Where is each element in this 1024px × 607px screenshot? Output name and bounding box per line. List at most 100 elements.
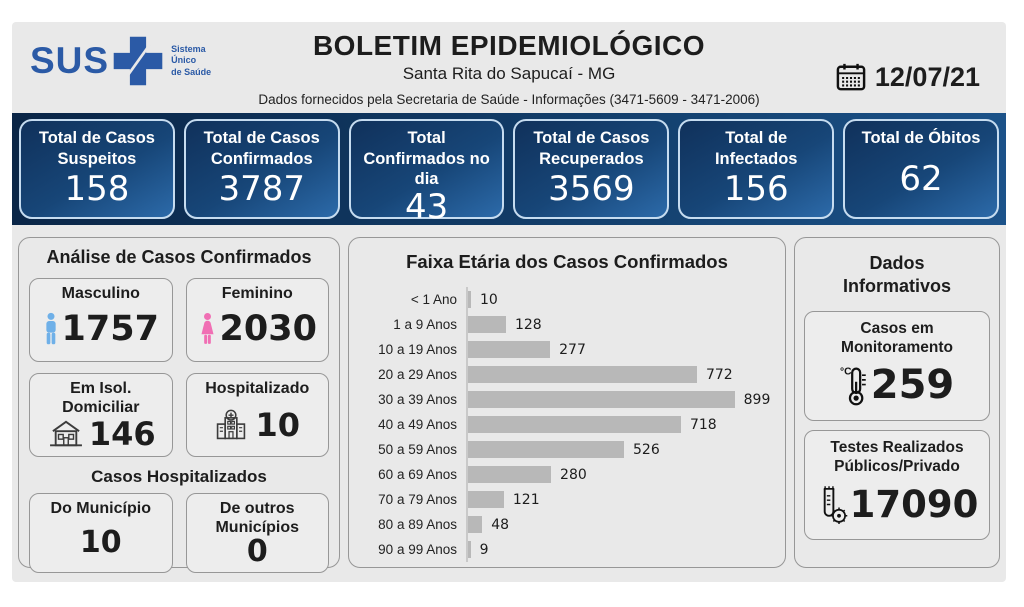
- house-icon: [46, 419, 86, 449]
- summary-strip: Total de Casos Suspeitos 158 Total de Caso…: [12, 113, 1006, 225]
- chart-bar: [468, 316, 506, 334]
- sus-cross-icon: [111, 34, 165, 88]
- content-row: Análise de Casos Confirmados Masculino: [12, 225, 1006, 573]
- chart-value-label: 121: [512, 491, 540, 508]
- chart-bar: [468, 391, 735, 409]
- chart-row: 30 a 39 Anos 899: [363, 387, 771, 413]
- from-municipality-card: Do Município 10: [29, 492, 173, 573]
- sus-logo-caption: Sistema Único de Saúde: [171, 44, 212, 77]
- summary-card: Total de Casos Suspeitos 158: [19, 119, 175, 219]
- analysis-panel: Análise de Casos Confirmados Masculino: [18, 237, 340, 573]
- chart-bar-track: 121: [466, 487, 771, 513]
- chart-bar: [468, 516, 483, 534]
- header-center: BOLETIM EPIDEMIOLÓGICO Santa Rita do Sap…: [179, 29, 839, 107]
- chart-category-label: 20 a 29 Anos: [378, 367, 457, 383]
- chart-bar-track: 277: [466, 337, 771, 363]
- female-cases-value: 2030: [219, 309, 317, 350]
- monitoring-card: Casos em Monitoramento °C 259: [804, 311, 990, 421]
- chart-bar-track: 128: [466, 312, 771, 338]
- chart-bar-track: 9: [466, 537, 771, 563]
- home-isolation-label: Em Isol. Domiciliar: [62, 379, 140, 416]
- analysis-grid: Masculino 1757: [29, 277, 329, 457]
- report-date-value: 12/07/21: [874, 62, 980, 92]
- summary-card-label: Total de Casos Recuperados: [533, 129, 650, 168]
- header: SUS Sistema Único de Saúde BOLETIM EPIDE…: [12, 22, 1006, 113]
- summary-card: Total de Casos Recuperados 3569: [513, 119, 670, 219]
- male-cases-label: Masculino: [61, 284, 140, 302]
- chart-category-label: 40 a 49 Anos: [378, 417, 457, 433]
- chart-row: 80 a 89 Anos 48: [363, 512, 771, 538]
- summary-card-value: 158: [64, 169, 130, 210]
- from-municipality-label: Do Município: [50, 499, 151, 517]
- hospitalized-label: Hospitalizado: [205, 379, 310, 397]
- summary-card-value: 43: [404, 186, 449, 227]
- info-panel: Dados Informativos Casos em Monitorament…: [794, 237, 1000, 568]
- chart-bar-track: 48: [466, 512, 771, 538]
- summary-card-label: Total Confirmados no dia: [363, 129, 490, 189]
- female-cases-label: Feminino: [221, 284, 293, 302]
- chart-bar-track: 718: [466, 412, 771, 438]
- bulletin-sheet: SUS Sistema Único de Saúde BOLETIM EPIDE…: [12, 22, 1006, 582]
- from-municipality-value: 10: [79, 524, 122, 560]
- summary-card: Total de Casos Confirmados 3787: [183, 119, 340, 219]
- summary-card-label: Total de Casos Suspeitos: [38, 129, 155, 168]
- chart-row: < 1 Ano 10: [363, 287, 771, 313]
- hospitalized-grid: Do Município 10 De outros Municípios 0: [29, 492, 329, 573]
- male-cases-value: 1757: [61, 309, 159, 350]
- calendar-icon: [836, 63, 866, 92]
- summary-card-value: 3569: [548, 169, 635, 210]
- hospitalized-card: Hospitalizado: [185, 372, 329, 457]
- chart-bar: [468, 491, 504, 509]
- hospitalized-cases-title: Casos Hospitalizados: [91, 466, 267, 486]
- summary-card-value: 62: [899, 158, 943, 199]
- chart-bar-track: 772: [466, 362, 771, 388]
- info-panel-title: Dados Informativos: [842, 253, 952, 296]
- chart-category-label: 80 a 89 Anos: [378, 517, 457, 533]
- male-icon: [43, 312, 59, 347]
- female-icon: [198, 312, 217, 347]
- summary-card-value: 3787: [218, 169, 305, 210]
- home-isolation-value: 146: [88, 415, 156, 454]
- chart-bar: [468, 291, 471, 309]
- summary-card-label: Total de Infectados: [714, 129, 798, 168]
- chart-bar: [468, 416, 681, 434]
- chart-value-label: 280: [560, 466, 587, 483]
- chart-value-label: 899: [743, 391, 771, 408]
- chart-value-label: 10: [479, 291, 498, 308]
- chart-category-label: 70 a 79 Anos: [378, 492, 457, 508]
- monitoring-value: 259: [870, 362, 955, 409]
- chart-bar: [468, 466, 552, 484]
- analysis-title: Análise de Casos Confirmados: [46, 247, 312, 267]
- chart-category-label: 60 a 69 Anos: [378, 467, 457, 483]
- home-isolation-card: Em Isol. Domiciliar: [29, 372, 173, 457]
- monitoring-label: Casos em Monitoramento: [841, 320, 953, 357]
- chart-row: 90 a 99 Anos 9: [363, 537, 771, 563]
- other-municipalities-value: 0: [246, 534, 268, 570]
- summary-card: Total de Infectados 156: [678, 119, 835, 219]
- chart-bar-track: 526: [466, 437, 771, 463]
- age-chart-title: Faixa Etária dos Casos Confirmados: [406, 251, 728, 272]
- age-chart-panel: Faixa Etária dos Casos Confirmados < 1 A…: [348, 237, 786, 568]
- summary-card: Total Confirmados no dia 43: [348, 119, 505, 224]
- chart-row: 50 a 59 Anos 526: [363, 437, 771, 463]
- chart-bar-track: 10: [466, 287, 771, 313]
- chart-row: 40 a 49 Anos 718: [363, 412, 771, 438]
- chart-value-label: 277: [559, 341, 586, 358]
- summary-card-value: 156: [723, 169, 789, 210]
- svg-text:°C: °C: [840, 366, 852, 377]
- tests-label: Testes Realizados Públicos/Privado: [830, 439, 964, 476]
- info-line: Dados fornecidos pela Secretaria de Saúd…: [258, 91, 760, 107]
- chart-row: 70 a 79 Anos 121: [363, 487, 771, 513]
- chart-value-label: 48: [491, 516, 510, 533]
- chart-category-label: 30 a 39 Anos: [378, 392, 457, 408]
- chart-category-label: < 1 Ano: [410, 292, 457, 308]
- chart-row: 1 a 9 Anos 128: [363, 312, 771, 338]
- tests-card: Testes Realizados Públicos/Privado: [804, 430, 990, 540]
- chart-bar-track: 280: [466, 462, 771, 488]
- summary-card-label: Total de Óbitos: [861, 129, 981, 147]
- chart-value-label: 718: [689, 416, 717, 433]
- chart-category-label: 50 a 59 Anos: [378, 442, 457, 458]
- other-municipalities-card: De outros Municípios 0: [185, 492, 329, 573]
- hospitalized-value: 10: [255, 405, 301, 444]
- age-bar-chart: < 1 Ano 10 1 a 9 Anos 128 10 a 19 Anos 277 20 …: [363, 287, 771, 563]
